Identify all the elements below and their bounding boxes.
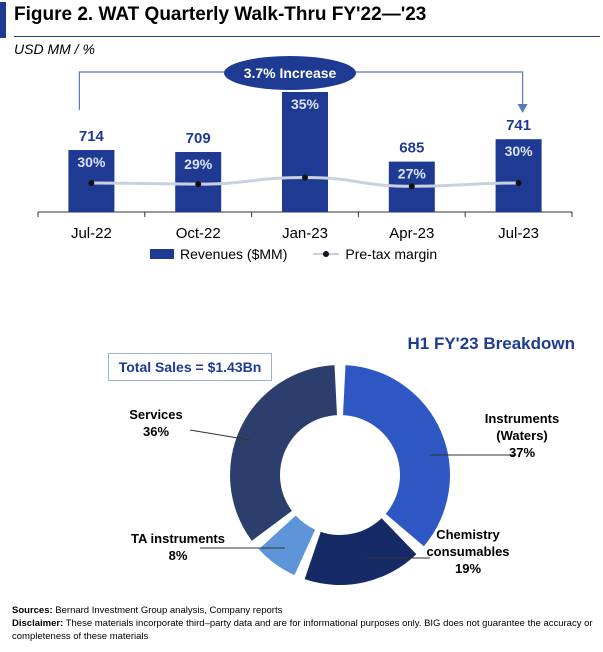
slice-name-services-line1: Services: [129, 407, 183, 422]
x-tick-label: Apr-23: [389, 225, 434, 242]
slice-name-chemistry-line2: consumables: [426, 544, 510, 559]
annotation-text: 3.7% Increase: [244, 65, 337, 81]
revenue-bar: [282, 92, 328, 212]
pie-chart-title: H1 FY'23 Breakdown: [407, 334, 576, 353]
margin-data-label: 30%: [505, 143, 534, 159]
sources-label: Sources:: [12, 605, 53, 616]
revenue-bar: [495, 139, 542, 212]
legend-item-margin: Pre-tax margin: [313, 246, 437, 262]
x-tick-label: Jan-23: [282, 225, 328, 242]
annotation-arrow-icon: [517, 104, 528, 113]
title-accent-bar: [0, 2, 6, 38]
margin-data-label: 29%: [184, 156, 213, 172]
margin-data-label: 35%: [291, 96, 320, 112]
legend-label-revenues: Revenues ($MM): [180, 246, 288, 262]
donut-slice: [304, 518, 417, 585]
quarterly-bar-chart: 71430%Jul-2270929%Oct-2285935%Jan-236852…: [37, 56, 573, 242]
total-sales-box: Total Sales = $1.43Bn: [108, 353, 272, 381]
sources-text: Bernard Investment Group analysis, Compa…: [55, 605, 283, 616]
margin-point: [302, 174, 308, 181]
margin-point: [515, 180, 522, 186]
slice-label-chemistry: Chemistry consumables 19%: [398, 526, 538, 577]
x-tick-label: Oct-22: [176, 225, 221, 242]
x-tick-label: Jul-22: [71, 225, 112, 242]
legend-swatch-revenues: [150, 249, 174, 259]
slice-value-instruments: 37%: [508, 445, 536, 460]
legend-line-margin: [313, 249, 340, 259]
slice-name-ta-line1: TA instruments: [131, 531, 225, 546]
revenue-data-label: 709: [186, 130, 211, 147]
legend-item-revenues: Revenues ($MM): [150, 246, 287, 262]
x-tick-label: Jul-23: [498, 225, 539, 242]
margin-data-label: 30%: [77, 154, 106, 170]
legend-label-margin: Pre-tax margin: [345, 246, 438, 262]
margin-data-label: 27%: [398, 166, 427, 182]
margin-point: [195, 181, 202, 188]
donut-slice: [342, 365, 450, 547]
donut-slice: [258, 515, 316, 576]
slice-label-instruments: Instruments (Waters) 37%: [452, 410, 592, 461]
slice-name-instruments-line1: Instruments: [484, 411, 560, 426]
title-divider: [14, 36, 600, 37]
margin-point: [88, 180, 95, 186]
slice-value-chemistry: 19%: [454, 561, 482, 576]
slice-label-ta-instruments: TA instruments 8%: [108, 530, 248, 564]
annotation-pill: [224, 56, 356, 90]
slice-name-instruments-line2: (Waters): [496, 428, 548, 443]
slice-label-services: Services 36%: [96, 406, 216, 440]
disclaimer-text: These materials incorporate third–party …: [12, 618, 593, 642]
slice-leader-line: [189, 429, 251, 441]
disclaimer-label: Disclaimer:: [12, 618, 64, 629]
disclaimer-line: Disclaimer: These materials incorporate …: [12, 617, 595, 643]
revenue-data-label: 741: [506, 117, 531, 134]
slice-value-ta: 8%: [168, 548, 188, 563]
donut-slice: [230, 365, 338, 541]
slice-name-chemistry-line1: Chemistry: [436, 527, 500, 542]
footer-notes: Sources: Bernard Investment Group analys…: [12, 604, 595, 643]
figure-title: Figure 2. WAT Quarterly Walk-Thru FY'22—…: [14, 4, 427, 25]
bar-chart-legend: Revenues ($MM) Pre-tax margin: [150, 246, 437, 262]
figure-subtitle: USD MM / %: [14, 41, 95, 57]
margin-point: [408, 183, 415, 190]
revenue-data-label: 685: [399, 140, 424, 157]
sources-line: Sources: Bernard Investment Group analys…: [12, 604, 595, 617]
slice-value-services: 36%: [142, 424, 170, 439]
revenue-data-label: 714: [79, 128, 105, 145]
